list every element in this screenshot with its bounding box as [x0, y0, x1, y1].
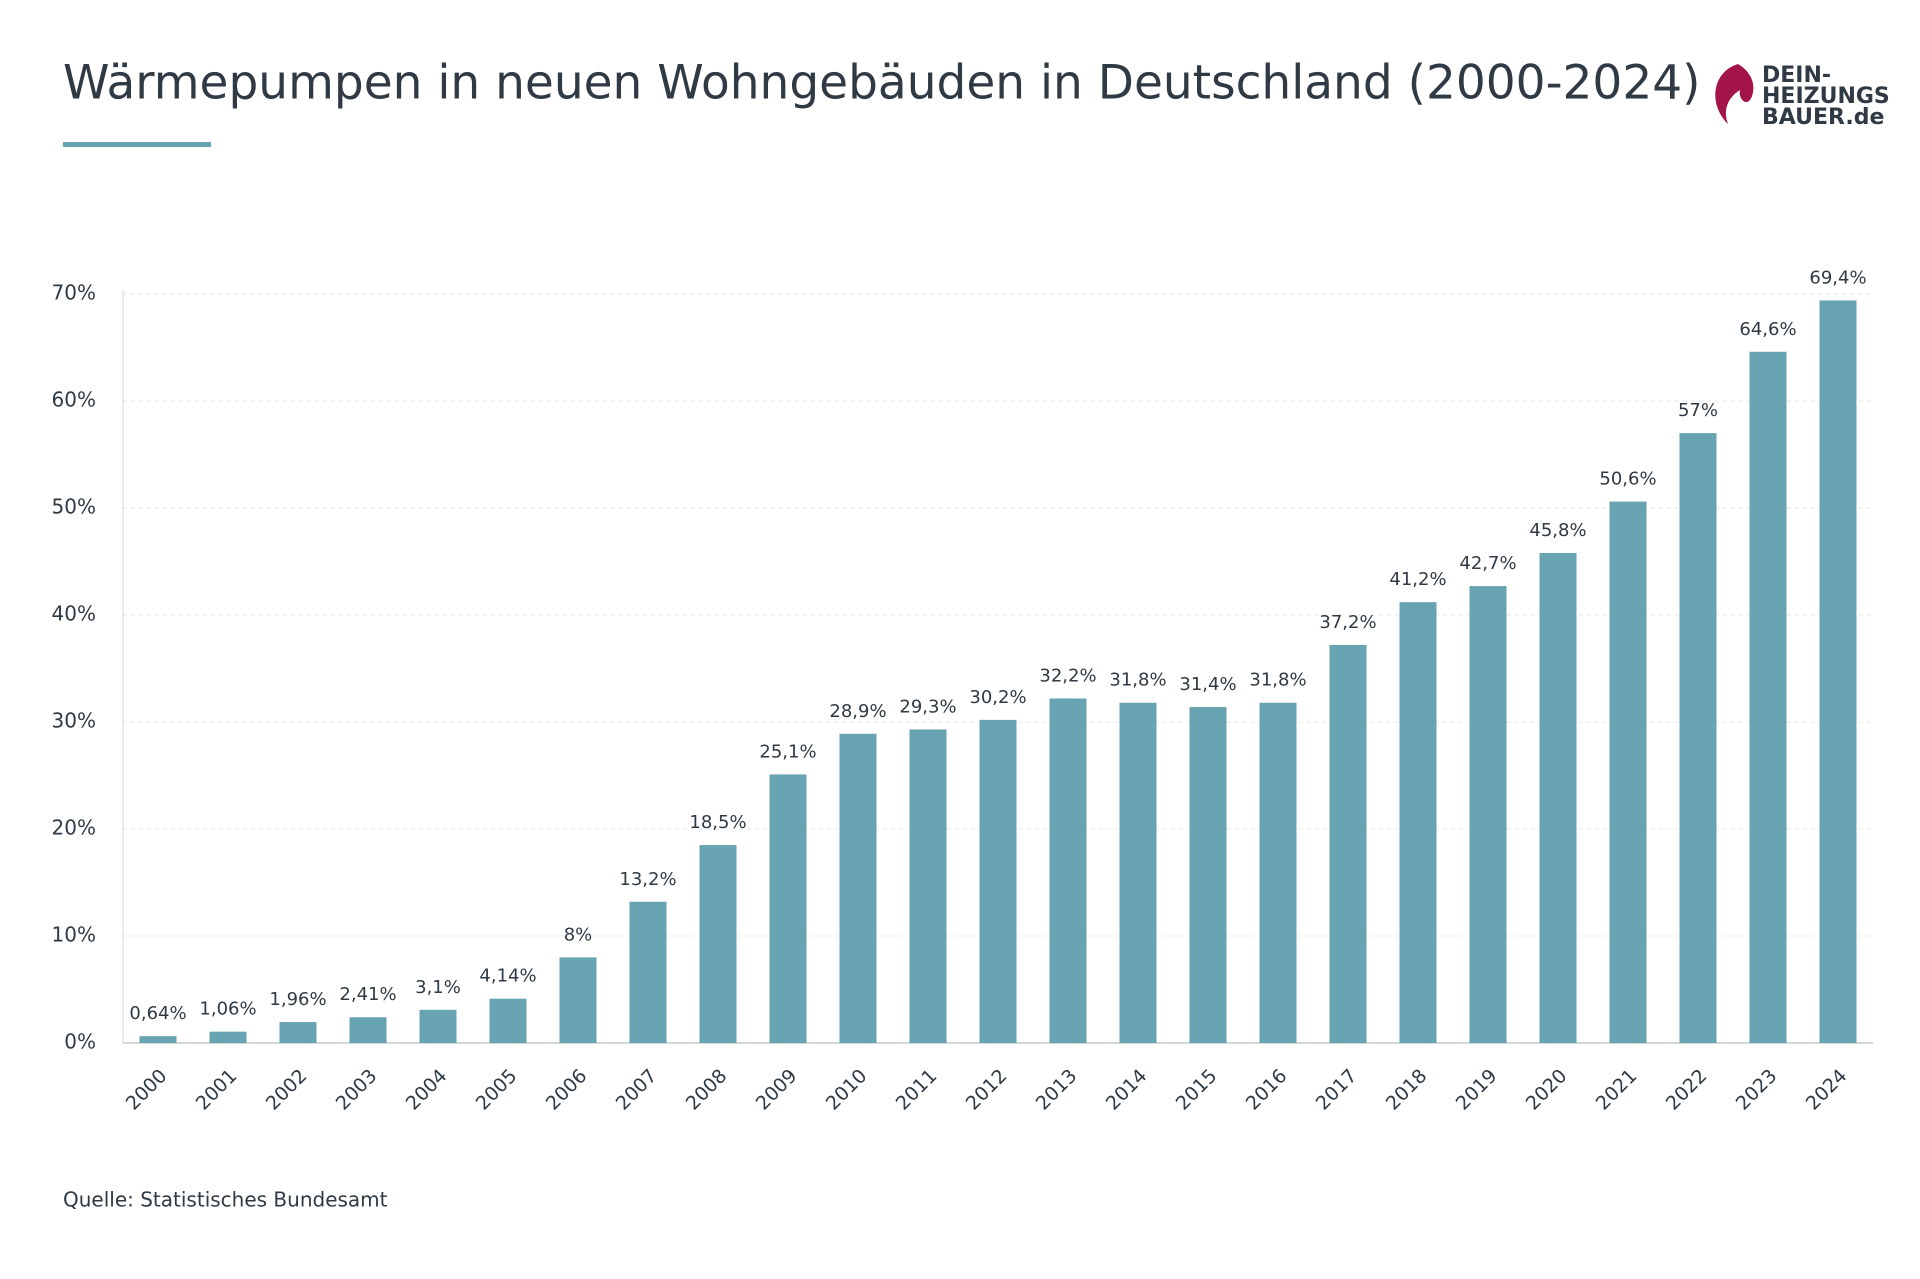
bar [1399, 602, 1437, 1043]
y-tick-label: 40% [52, 602, 96, 626]
logo-text: HEIZUNGS [1762, 84, 1890, 109]
value-label: 1,06% [199, 999, 256, 1020]
y-tick-label: 30% [52, 709, 96, 733]
bar [1539, 552, 1577, 1043]
value-label: 41,2% [1389, 569, 1446, 590]
bar [1679, 433, 1717, 1044]
value-label: 2,41% [339, 984, 396, 1005]
title-underline [63, 142, 211, 147]
value-label: 45,8% [1529, 520, 1586, 541]
logo-flame [1715, 64, 1754, 124]
logo-text: BAUER.de [1762, 105, 1884, 130]
value-label: 4,14% [479, 966, 536, 987]
y-tick-label: 20% [52, 816, 96, 840]
value-label: 0,64% [129, 1003, 186, 1024]
logo-text: DEIN- [1762, 63, 1831, 88]
bar [839, 733, 877, 1043]
value-label: 37,2% [1319, 612, 1376, 633]
value-label: 31,4% [1179, 674, 1236, 695]
value-label: 31,8% [1109, 670, 1166, 691]
bar [279, 1022, 317, 1043]
value-label: 18,5% [689, 812, 746, 833]
value-label: 28,9% [829, 701, 886, 722]
value-label: 64,6% [1739, 319, 1796, 340]
bar [1259, 702, 1297, 1043]
y-tick-label: 60% [52, 388, 96, 412]
value-label: 3,1% [415, 977, 461, 998]
bar [699, 845, 737, 1043]
value-label: 57% [1678, 400, 1718, 421]
bar [629, 901, 667, 1043]
y-tick-label: 0% [64, 1030, 96, 1054]
bar [209, 1031, 247, 1043]
value-label: 69,4% [1809, 267, 1866, 288]
bar [769, 774, 807, 1043]
bar [1119, 702, 1157, 1043]
value-label: 31,8% [1249, 670, 1306, 691]
bar [979, 719, 1017, 1043]
value-label: 1,96% [269, 989, 326, 1010]
bar [139, 1036, 177, 1043]
bar [1749, 351, 1787, 1043]
bar [1189, 707, 1227, 1043]
value-label: 32,2% [1039, 665, 1096, 686]
bar [1469, 586, 1507, 1043]
bar [559, 957, 597, 1043]
value-label: 8% [564, 924, 593, 945]
y-tick-label: 70% [52, 281, 96, 305]
bar [489, 998, 527, 1043]
value-label: 25,1% [759, 741, 816, 762]
bar [909, 729, 947, 1043]
bar [1329, 644, 1367, 1043]
bar [1819, 300, 1857, 1043]
value-label: 30,2% [969, 687, 1026, 708]
source: Quelle: Statistisches Bundesamt [63, 1188, 388, 1212]
y-tick-label: 50% [52, 495, 96, 519]
value-label: 13,2% [619, 869, 676, 890]
bar [349, 1017, 387, 1043]
value-label: 50,6% [1599, 469, 1656, 490]
value-label: 29,3% [899, 696, 956, 717]
bar [419, 1009, 457, 1043]
y-tick-label: 10% [52, 923, 96, 947]
value-label: 42,7% [1459, 553, 1516, 574]
bar [1049, 698, 1087, 1043]
bar [1609, 501, 1647, 1044]
chart-title: Wärmepumpen in neuen Wohngebäuden in Deu… [63, 56, 1700, 111]
